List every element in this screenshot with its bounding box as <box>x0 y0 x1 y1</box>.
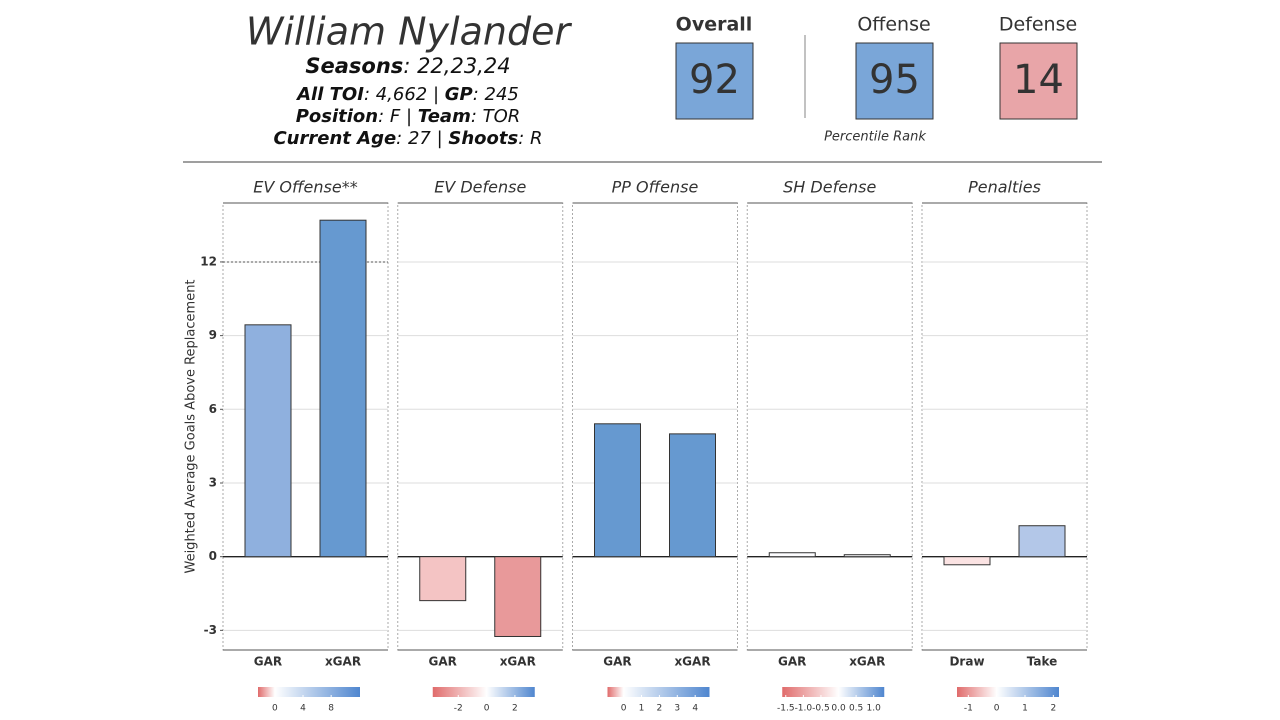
x-tick-label: Draw <box>949 655 984 669</box>
scale-tick-label: -1.5 <box>777 704 795 714</box>
info-label: Team <box>417 106 471 127</box>
info-label: All TOI <box>297 84 364 105</box>
player-name: William Nylander <box>246 10 573 54</box>
percentile-label: Offense <box>857 14 930 36</box>
x-tick-label: xGAR <box>674 655 710 669</box>
y-tick-label: -3 <box>204 623 217 637</box>
x-tick-label: GAR <box>778 655 806 669</box>
panel-border <box>397 202 564 651</box>
percentile-label: Overall <box>676 14 753 36</box>
x-tick-label: GAR <box>429 655 457 669</box>
panel-title: SH Defense <box>783 178 876 197</box>
scale-tick-label: 2 <box>657 704 663 714</box>
info-value: : 22,23,24 <box>403 54 511 78</box>
x-tick-label: GAR <box>254 655 282 669</box>
percentile-value: 92 <box>689 57 740 103</box>
bar <box>843 554 891 558</box>
percentile-caption: Percentile Rank <box>824 130 926 145</box>
scale-tick-label: 4 <box>692 704 698 714</box>
info-line: Position: F | Team: TOR <box>208 106 608 127</box>
percentile-box <box>999 42 1078 120</box>
y-tick-label: 12 <box>200 254 217 268</box>
info-value: : F | <box>378 106 418 127</box>
info-value: : TOR <box>470 106 521 127</box>
color-scale <box>432 687 535 697</box>
panel-border <box>222 202 389 651</box>
scale-tick-label: 2 <box>1050 704 1056 714</box>
x-tick-label: xGAR <box>325 655 361 669</box>
scale-tick-label: 8 <box>328 704 334 714</box>
y-tick-label: 9 <box>209 328 217 342</box>
panel-border <box>572 202 738 651</box>
y-axis-title: Weighted Average Goals Above Replacement <box>184 279 199 573</box>
bar <box>319 219 367 558</box>
info-label: Current Age <box>273 128 397 149</box>
info-label: GP <box>444 84 473 105</box>
color-scale <box>258 687 360 697</box>
info-line: All TOI: 4,662 | GP: 245 <box>208 84 608 105</box>
info-line: Seasons: 22,23,24 <box>208 54 608 78</box>
percentile-value: 95 <box>869 57 920 103</box>
percentile-box <box>675 42 754 120</box>
scale-tick-label: -1 <box>964 704 973 714</box>
info-label: Position <box>295 106 379 127</box>
scale-tick-label: 3 <box>674 704 680 714</box>
bar <box>1018 525 1066 558</box>
scale-tick-label: 0 <box>994 704 1000 714</box>
bar <box>494 556 542 637</box>
scale-tick-label: 1 <box>1022 704 1028 714</box>
scale-tick-label: 0.0 <box>831 704 846 714</box>
bar <box>419 556 467 602</box>
scale-tick-label: 0 <box>484 704 490 714</box>
panel-border <box>746 202 913 651</box>
scale-tick-label: -1.0 <box>795 704 813 714</box>
info-label: Shoots <box>448 128 519 149</box>
scale-tick-label: 2 <box>512 704 518 714</box>
bar <box>244 324 292 558</box>
bar <box>594 423 641 558</box>
scale-tick-label: -0.5 <box>812 704 830 714</box>
info-value: : R <box>518 128 543 149</box>
info-label: Seasons <box>305 54 404 78</box>
x-tick-label: GAR <box>603 655 631 669</box>
panel-border <box>921 202 1088 651</box>
x-tick-label: xGAR <box>849 655 885 669</box>
color-scale <box>607 687 710 697</box>
y-tick-label: 6 <box>209 402 217 416</box>
x-tick-label: Take <box>1027 655 1058 669</box>
bar <box>943 556 991 566</box>
scale-tick-label: 0.5 <box>849 704 863 714</box>
info-value: : 27 | <box>396 128 449 149</box>
bar <box>768 552 816 558</box>
panel-title: PP Offense <box>612 178 699 197</box>
panel-title: EV Offense** <box>253 178 357 197</box>
scale-tick-label: 0 <box>621 704 627 714</box>
color-scale <box>957 687 1059 697</box>
percentile-label: Defense <box>999 14 1077 36</box>
percentile-box <box>855 42 934 120</box>
scale-tick-label: 0 <box>272 704 278 714</box>
panel-title: Penalties <box>968 178 1041 197</box>
bar <box>669 433 716 558</box>
panel-title: EV Defense <box>434 178 526 197</box>
info-value: : 245 <box>472 84 519 105</box>
scale-tick-label: 1 <box>639 704 645 714</box>
y-tick-label: 0 <box>209 549 217 563</box>
scale-tick-label: -2 <box>454 704 463 714</box>
scale-tick-label: 4 <box>300 704 306 714</box>
y-tick-label: 3 <box>209 475 217 489</box>
percentile-value: 14 <box>1013 57 1064 103</box>
x-tick-label: xGAR <box>500 655 536 669</box>
color-scale <box>782 687 885 697</box>
info-line: Current Age: 27 | Shoots: R <box>208 128 608 149</box>
info-value: : 4,662 | <box>363 84 445 105</box>
scale-tick-label: 1.0 <box>867 704 882 714</box>
